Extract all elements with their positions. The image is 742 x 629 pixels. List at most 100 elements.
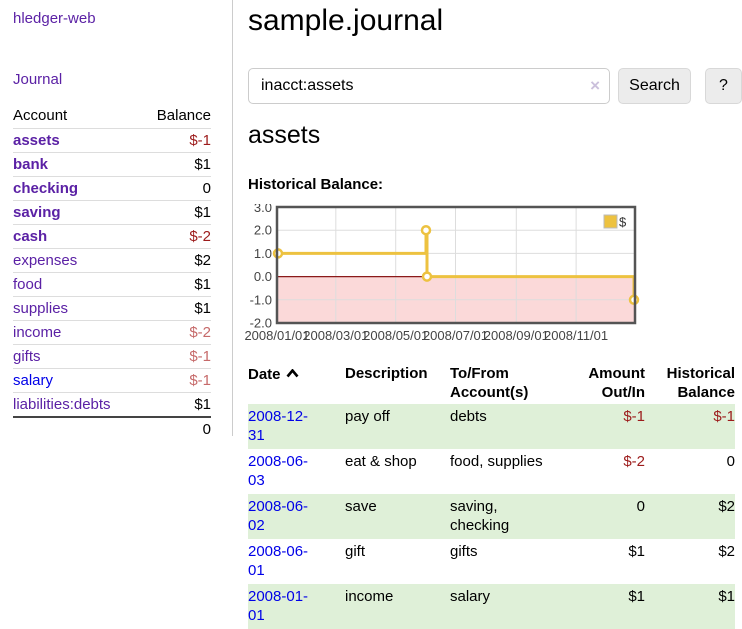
transaction-row: 2008-06-01 gift gifts $1 $2 [248,539,735,584]
sidebar-item-journal[interactable]: Journal [13,71,63,88]
account-row: supplies $1 [13,296,211,321]
transaction-description: save [345,498,377,515]
account-row: assets $-1 [13,128,211,153]
y-tick: 3.0 [254,204,272,215]
transaction-account: debts [450,408,487,425]
transaction-amount: $1 [628,543,645,560]
y-tick: 0.0 [254,269,272,284]
account-link-bank[interactable]: bank [13,156,49,173]
account-link-supplies[interactable]: supplies [13,300,69,317]
x-tick: 2008/01/01 [244,328,309,343]
transaction-date-link[interactable]: 2008-06-03 [248,453,309,489]
transaction-balance: $1 [718,588,735,605]
transaction-balance: $2 [718,498,735,515]
transaction-description: income [345,588,394,605]
account-heading: assets [248,121,321,149]
transaction-row: 2008-01-01 income salary $1 $1 [248,584,735,629]
account-link-income[interactable]: income [13,324,62,341]
balance-chart: $ 3.0 2.0 1.0 0.0 -1.0 -2.0 2008/01/01 2… [244,204,640,343]
sort-ascending-icon [286,364,299,383]
transaction-account: gifts [450,543,478,560]
app-title-link[interactable]: hledger-web [13,10,96,27]
search-button[interactable]: Search [618,68,691,104]
transaction-amount: $-2 [623,453,645,470]
accounts-header-account: Account [13,107,68,124]
transaction-row: 2008-06-02 save saving, checking 0 $2 [248,494,735,539]
accounts-header-balance: Balance [156,107,211,124]
account-row: cash $-2 [13,224,211,249]
x-tick: 2008/07/01 [423,328,488,343]
main-content: sample.journal × Search ? assets Histori… [244,0,742,629]
account-row: bank $1 [13,152,211,177]
account-balance: $-2 [140,320,211,345]
accounts-table: Account Balance assets $-1 bank $1 checkin… [13,104,211,441]
register-table: Date Description To/From Account(s) Amou… [248,362,735,629]
transaction-account: saving, checking [450,498,510,534]
transaction-date-link[interactable]: 2008-06-02 [248,498,309,534]
account-balance: $1 [140,152,211,177]
account-row: food $1 [13,272,211,297]
clear-search-icon[interactable]: × [590,76,600,95]
account-row: income $-2 [13,320,211,345]
account-row: liabilities:debts $1 [13,392,211,417]
account-row: expenses $2 [13,248,211,273]
help-button[interactable]: ? [705,68,742,104]
transaction-row: 2008-06-03 eat & shop food, supplies $-2… [248,449,735,494]
accounts-total-value: 0 [140,416,211,441]
transaction-description: pay off [345,408,390,425]
x-tick: 2008/03/01 [303,328,368,343]
register-header-date[interactable]: Date [248,362,345,404]
account-row: gifts $-1 [13,344,211,369]
transaction-balance: $2 [718,543,735,560]
account-link-gifts[interactable]: gifts [13,348,41,365]
transaction-date-link[interactable]: 2008-06-01 [248,543,309,579]
account-link-liabilities-debts[interactable]: liabilities:debts [13,396,111,413]
y-tick: 1.0 [254,246,272,261]
account-balance: $-2 [140,224,211,249]
account-balance: $1 [140,296,211,321]
account-balance: $-1 [140,128,211,153]
x-tick: 2008/11/01 [544,328,608,343]
transaction-description: gift [345,543,366,560]
account-link-saving[interactable]: saving [13,204,61,221]
account-link-cash[interactable]: cash [13,228,48,245]
account-balance: 0 [140,176,211,201]
account-link-expenses[interactable]: expenses [13,252,78,269]
account-balance: $-1 [140,344,211,369]
account-balance: $2 [140,248,211,273]
transaction-date-link[interactable]: 2008-01-01 [248,588,309,624]
search-bar: × Search ? [248,68,742,104]
account-link-food[interactable]: food [13,276,43,293]
account-link-salary[interactable]: salary [13,372,54,389]
transaction-date-link[interactable]: 2008-12-31 [248,408,309,444]
account-balance: $-1 [140,368,211,393]
register-header-account: To/From Account(s) [450,365,529,401]
page-title: sample.journal [248,4,444,37]
y-tick: -2.0 [250,316,272,331]
register-header-row: Date Description To/From Account(s) Amou… [248,362,735,404]
transaction-description: eat & shop [345,453,417,470]
transaction-row: 2008-12-31 pay off debts $-1 $-1 [248,404,735,449]
x-tick: 2008/09/01 [484,328,549,343]
account-link-assets[interactable]: assets [13,132,60,149]
y-tick: -1.0 [250,292,272,307]
account-balance: $1 [140,272,211,297]
transaction-amount: $-1 [623,408,645,425]
x-tick: 2008/05/01 [363,328,428,343]
account-balance: $1 [140,200,211,225]
account-balance: $1 [140,392,211,417]
transaction-amount: $1 [628,588,645,605]
account-link-checking[interactable]: checking [13,180,79,197]
account-row: salary $-1 [13,368,211,393]
register-header-amount: Amount Out/In [588,365,645,401]
search-input[interactable] [248,68,610,104]
accounts-total-row: 0 [13,416,211,441]
transaction-balance: 0 [726,453,735,470]
transaction-balance: $-1 [713,408,735,425]
sidebar: hledger-web Journal Account Balance asse… [0,0,233,441]
register-header-balance: Historical Balance [666,365,735,401]
y-tick: 2.0 [254,223,272,238]
transaction-account: salary [450,588,491,605]
transaction-amount: 0 [636,498,645,515]
register-header-description: Description [345,365,428,382]
